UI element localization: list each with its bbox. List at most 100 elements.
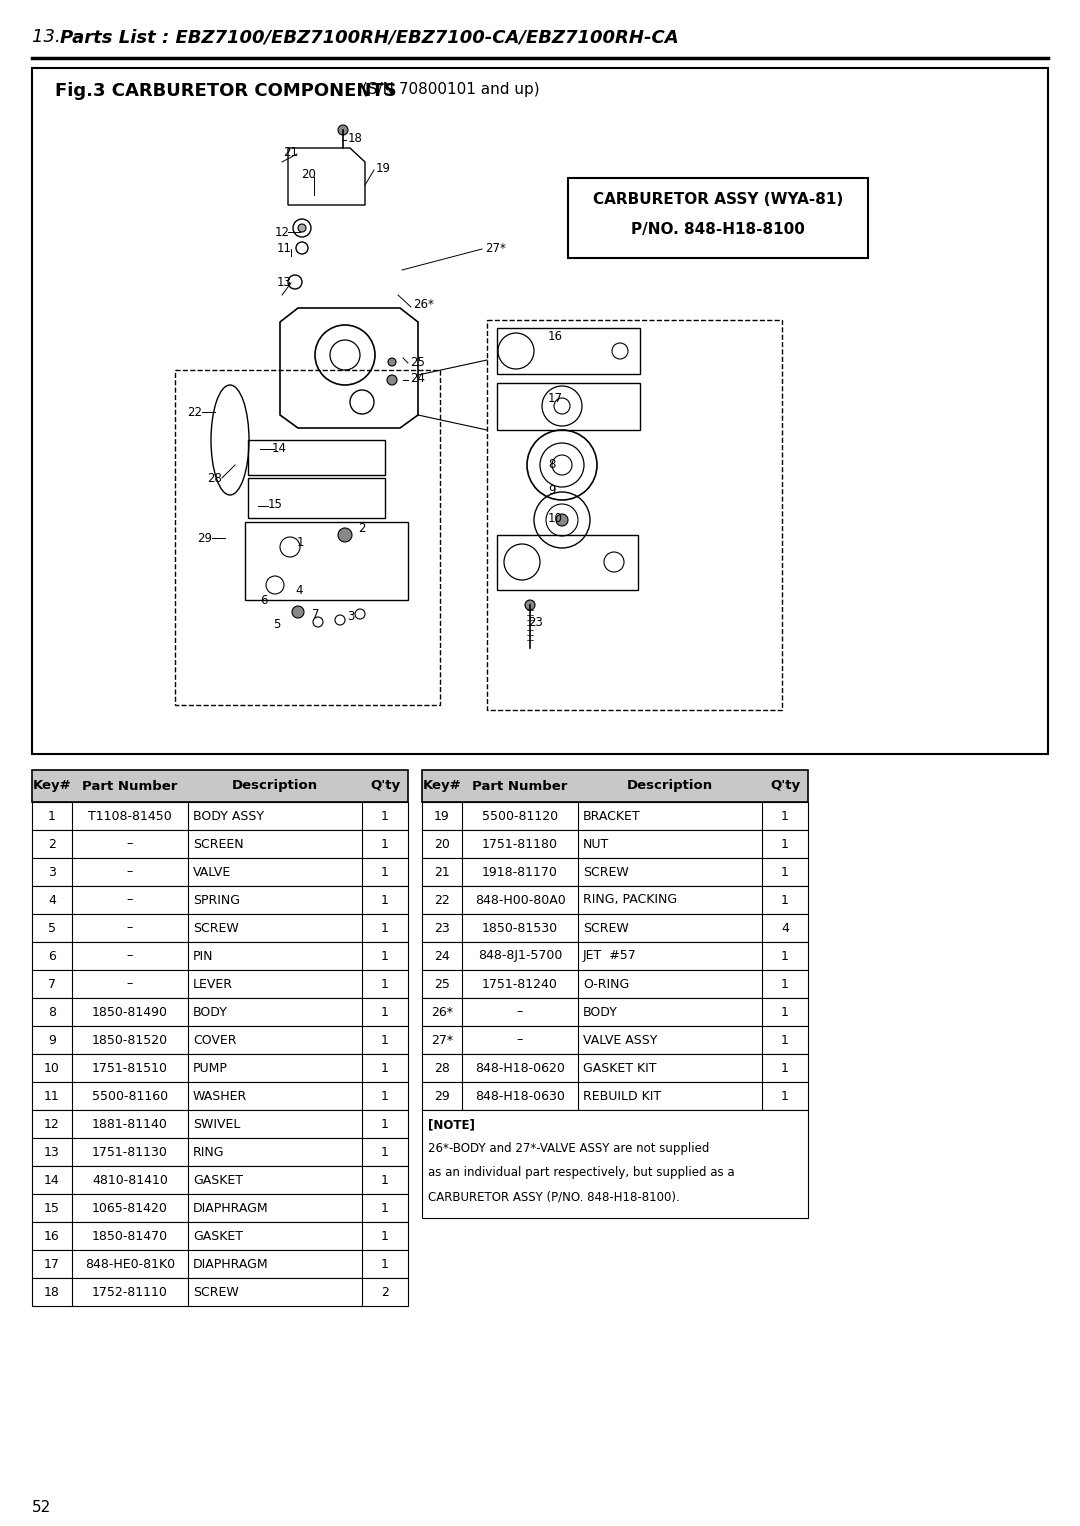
Text: Description: Description bbox=[626, 780, 713, 792]
Text: 1: 1 bbox=[381, 1062, 389, 1074]
Text: 1: 1 bbox=[781, 865, 788, 879]
Text: 20: 20 bbox=[301, 168, 316, 182]
Text: 9: 9 bbox=[548, 484, 555, 496]
Text: Part Number: Part Number bbox=[82, 780, 178, 792]
Bar bbox=[32, 858, 408, 887]
Text: 1: 1 bbox=[381, 1006, 389, 1018]
Text: 18: 18 bbox=[44, 1285, 59, 1299]
Text: 20: 20 bbox=[434, 838, 450, 850]
Text: SCREW: SCREW bbox=[193, 922, 239, 934]
Text: 14: 14 bbox=[272, 441, 287, 455]
Text: 16: 16 bbox=[548, 330, 563, 342]
Text: 13: 13 bbox=[278, 276, 292, 288]
Circle shape bbox=[338, 125, 348, 134]
Text: 1752-81110: 1752-81110 bbox=[92, 1285, 167, 1299]
Text: 25: 25 bbox=[434, 978, 450, 990]
Text: DIAPHRAGM: DIAPHRAGM bbox=[193, 1257, 269, 1271]
Bar bbox=[32, 1277, 408, 1306]
Bar bbox=[32, 942, 408, 971]
Bar bbox=[422, 858, 808, 887]
Text: GASKET KIT: GASKET KIT bbox=[583, 1062, 657, 1074]
Bar bbox=[422, 771, 808, 803]
Text: 7: 7 bbox=[312, 607, 320, 621]
Bar bbox=[32, 830, 408, 858]
Text: 4: 4 bbox=[781, 922, 788, 934]
Text: 848-H18-0630: 848-H18-0630 bbox=[475, 1090, 565, 1102]
Text: SCREEN: SCREEN bbox=[193, 838, 244, 850]
Circle shape bbox=[388, 359, 396, 366]
Text: 17: 17 bbox=[548, 392, 563, 404]
Text: 1850-81470: 1850-81470 bbox=[92, 1230, 168, 1242]
Text: as an individual part respectively, but supplied as a: as an individual part respectively, but … bbox=[428, 1166, 734, 1180]
Text: –: – bbox=[517, 1006, 523, 1018]
Text: 23: 23 bbox=[528, 615, 543, 629]
Bar bbox=[32, 1138, 408, 1166]
Bar bbox=[32, 803, 408, 830]
Text: [NOTE]: [NOTE] bbox=[428, 1119, 475, 1131]
Circle shape bbox=[556, 514, 568, 526]
Text: 1751-81510: 1751-81510 bbox=[92, 1062, 168, 1074]
Text: 27*: 27* bbox=[485, 241, 505, 255]
Bar bbox=[32, 1082, 408, 1109]
Text: 1: 1 bbox=[781, 1062, 788, 1074]
Text: 4: 4 bbox=[295, 583, 302, 597]
Text: Key#: Key# bbox=[422, 780, 461, 792]
Bar bbox=[32, 1250, 408, 1277]
Bar bbox=[175, 369, 440, 705]
Text: 1: 1 bbox=[781, 1006, 788, 1018]
Text: 6: 6 bbox=[260, 594, 268, 606]
Text: 1065-81420: 1065-81420 bbox=[92, 1201, 167, 1215]
Text: 1: 1 bbox=[381, 809, 389, 823]
Text: 10: 10 bbox=[44, 1062, 59, 1074]
Circle shape bbox=[525, 600, 535, 610]
Text: SCREW: SCREW bbox=[583, 865, 629, 879]
Text: 28: 28 bbox=[434, 1062, 450, 1074]
Text: CARBURETOR ASSY (WYA-81): CARBURETOR ASSY (WYA-81) bbox=[593, 192, 843, 208]
Text: 13: 13 bbox=[44, 1146, 59, 1158]
Text: 28: 28 bbox=[207, 472, 222, 484]
Text: 3: 3 bbox=[49, 865, 56, 879]
Text: 1751-81180: 1751-81180 bbox=[482, 838, 558, 850]
Text: 1751-81130: 1751-81130 bbox=[92, 1146, 167, 1158]
Text: –: – bbox=[517, 1033, 523, 1047]
Text: 26*: 26* bbox=[413, 299, 434, 311]
Text: 4810-81410: 4810-81410 bbox=[92, 1173, 167, 1187]
Text: 16: 16 bbox=[44, 1230, 59, 1242]
Text: RING, PACKING: RING, PACKING bbox=[583, 894, 677, 906]
Text: 5500-81160: 5500-81160 bbox=[92, 1090, 168, 1102]
Text: 1918-81170: 1918-81170 bbox=[482, 865, 558, 879]
Text: PUMP: PUMP bbox=[193, 1062, 228, 1074]
Bar bbox=[422, 971, 808, 998]
Bar bbox=[568, 179, 868, 258]
Text: LEVER: LEVER bbox=[193, 978, 233, 990]
Text: 848-H00-80A0: 848-H00-80A0 bbox=[474, 894, 565, 906]
Circle shape bbox=[298, 224, 306, 232]
Text: BODY: BODY bbox=[583, 1006, 618, 1018]
Text: 1: 1 bbox=[381, 949, 389, 963]
Bar bbox=[422, 803, 808, 830]
Text: –: – bbox=[126, 922, 133, 934]
Text: 29: 29 bbox=[434, 1090, 450, 1102]
Circle shape bbox=[387, 375, 397, 385]
Text: T1108-81450: T1108-81450 bbox=[89, 809, 172, 823]
Text: 52: 52 bbox=[32, 1500, 51, 1515]
Text: 1751-81240: 1751-81240 bbox=[482, 978, 558, 990]
Text: 1: 1 bbox=[381, 1257, 389, 1271]
Text: SCREW: SCREW bbox=[583, 922, 629, 934]
Text: 25: 25 bbox=[410, 356, 424, 368]
Text: SPRING: SPRING bbox=[193, 894, 240, 906]
Text: 1: 1 bbox=[381, 978, 389, 990]
Text: 11: 11 bbox=[276, 241, 292, 255]
Bar bbox=[32, 69, 1048, 754]
Text: Part Number: Part Number bbox=[472, 780, 568, 792]
Text: 1850-81490: 1850-81490 bbox=[92, 1006, 168, 1018]
Text: 19: 19 bbox=[376, 162, 391, 174]
Bar bbox=[32, 971, 408, 998]
Text: NUT: NUT bbox=[583, 838, 609, 850]
Bar bbox=[32, 1193, 408, 1222]
Text: 1: 1 bbox=[381, 1173, 389, 1187]
Text: 19: 19 bbox=[434, 809, 450, 823]
Text: GASKET: GASKET bbox=[193, 1173, 243, 1187]
Bar bbox=[422, 1082, 808, 1109]
Text: RING: RING bbox=[193, 1146, 225, 1158]
